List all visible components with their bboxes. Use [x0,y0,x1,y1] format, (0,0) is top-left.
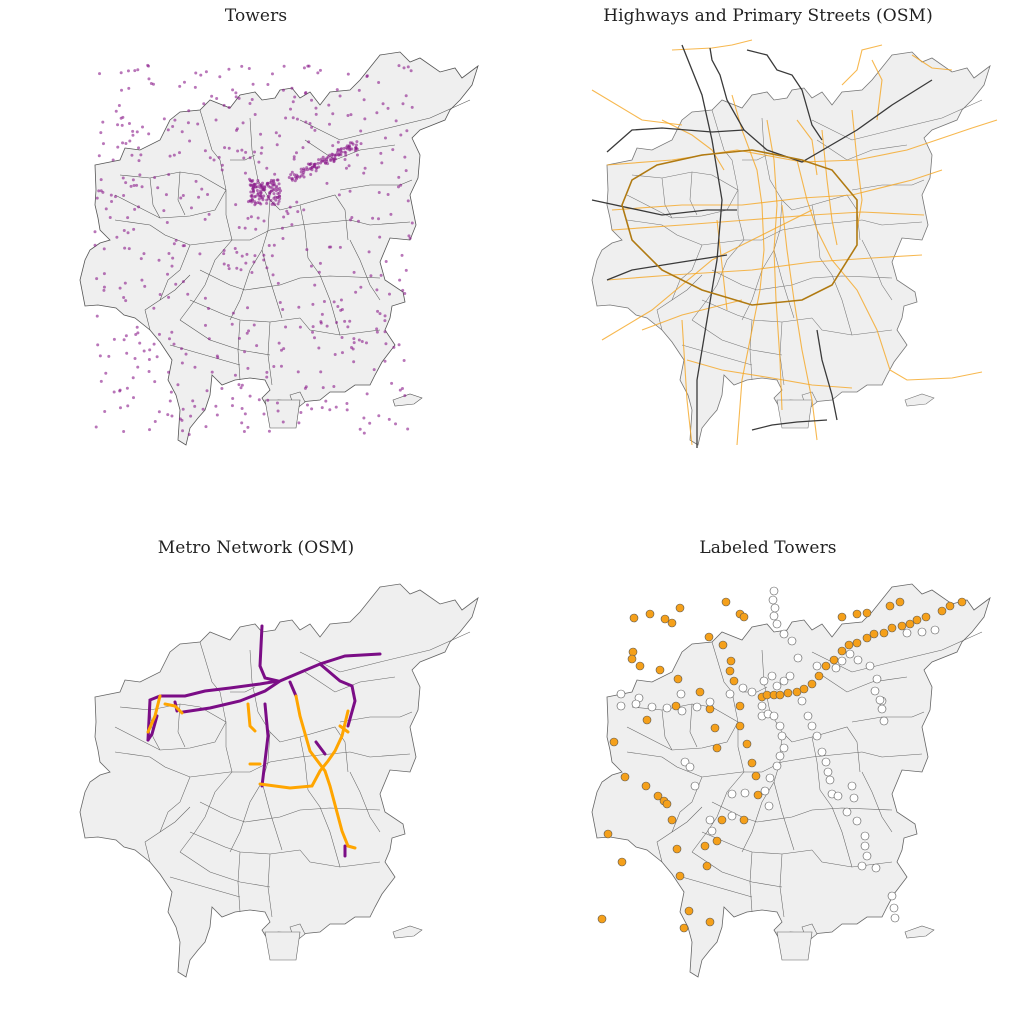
metro-lines-purple [146,624,382,858]
ring-road [621,149,858,306]
primary-streets [591,39,998,446]
metro-lines-orange [146,694,357,850]
panel-labeled-towers: Labeled Towers [512,516,1024,1032]
labeled-tower-dots [597,586,967,933]
metro-map [0,516,512,1032]
panel-title: Metro Network (OSM) [157,538,355,558]
labeled-towers-map [512,516,1024,1032]
tower-dots [93,63,414,436]
towers-map [0,0,512,516]
panel-title: Towers [224,6,288,26]
panel-title: Labeled Towers [699,538,837,558]
panel-highways: Highways and Primary Streets (OSM) [512,0,1024,516]
highways-map [512,0,1024,516]
panel-title: Highways and Primary Streets (OSM) [603,6,933,26]
panel-metro: Metro Network (OSM) [0,516,512,1032]
panel-towers: Towers [0,0,512,516]
